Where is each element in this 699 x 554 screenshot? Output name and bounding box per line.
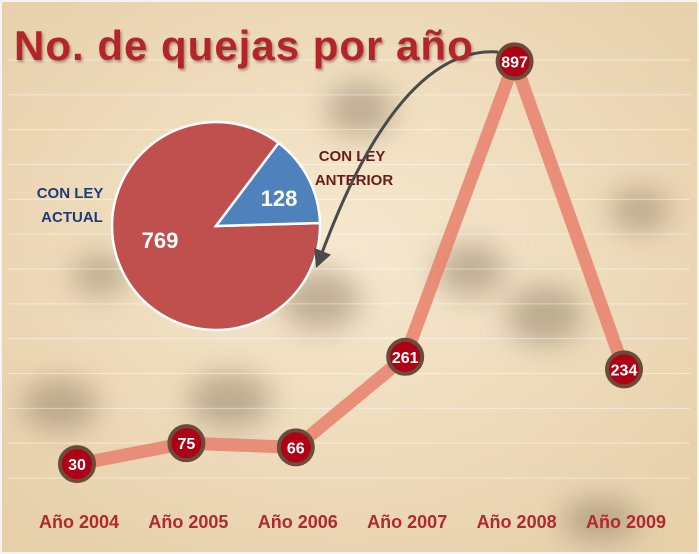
data-label: 30	[68, 457, 86, 474]
pie-slice-anterior	[213, 141, 322, 228]
pie-chart: 769 128 CON LEY ACTUAL CON LEY ANTERIOR	[37, 120, 393, 332]
line-markers: 30 75 66 261 897 234	[58, 42, 643, 484]
data-point: 897	[495, 42, 534, 81]
data-point-marker	[167, 424, 206, 463]
pie-slices	[110, 120, 322, 332]
data-label: 234	[611, 362, 638, 379]
background-texture	[22, 84, 670, 542]
pie-label-anterior-line1: CON LEY	[319, 148, 386, 165]
x-tick-label: Año 2005	[148, 512, 228, 532]
pie-value-label-actual: 769	[142, 228, 179, 253]
data-point-marker	[58, 445, 96, 484]
pie-category-label-actual: CON LEY ACTUAL	[37, 185, 108, 226]
callout-arrow	[314, 50, 499, 269]
data-point: 234	[605, 350, 643, 389]
data-point: 66	[276, 428, 315, 467]
pie-label-actual-line2: ACTUAL	[41, 209, 103, 226]
pie-label-actual-line1: CON LEY	[37, 185, 104, 202]
data-label: 261	[392, 350, 419, 367]
x-tick-label: Año 2009	[586, 512, 666, 532]
x-tick-label: Año 2006	[258, 512, 338, 532]
data-label: 75	[178, 436, 196, 453]
data-point-marker	[386, 337, 425, 376]
x-axis-ticks: Año 2004 Año 2005 Año 2006 Año 2007 Año 2008…	[39, 512, 666, 532]
data-point: 75	[167, 424, 206, 463]
chart-title: No. de quejas por año	[14, 22, 474, 69]
pie-value-label-anterior: 128	[261, 186, 298, 211]
data-point-marker	[605, 350, 643, 389]
data-label: 897	[501, 54, 528, 71]
data-point-marker	[495, 42, 534, 81]
data-point: 30	[58, 445, 96, 484]
data-point: 261	[386, 337, 425, 376]
x-tick-label: Año 2007	[367, 512, 447, 532]
data-point-marker	[276, 428, 315, 467]
x-tick-label: Año 2008	[477, 512, 557, 532]
data-label: 66	[287, 440, 305, 457]
x-tick-label: Año 2004	[39, 512, 119, 532]
